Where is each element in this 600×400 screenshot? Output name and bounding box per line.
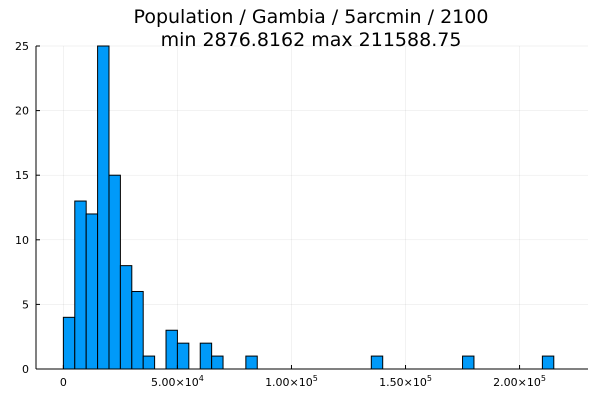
chart-title-line-1: Population / Gambia / 5arcmin / 2100 [134,6,489,28]
y-tick-label: 0 [22,363,29,376]
y-tick-label: 25 [15,40,29,53]
histogram-bar [62,316,76,370]
y-tick-label: 15 [15,169,29,182]
histogram-bar [176,342,190,370]
y-axis-ticks: 0 5 10 15 20 25 [15,40,40,376]
chart-title-line-2: min 2876.8162 max 211588.75 [161,29,462,51]
axes [35,46,588,370]
histogram-bar [245,355,258,370]
x-tick-label: 0 [60,376,67,389]
histogram-bar [108,174,121,370]
histogram-bar [142,355,156,370]
x-tick-label: 2.00×105 [493,374,546,389]
histogram-bar [541,355,555,370]
y-tick-label: 5 [22,298,29,311]
histogram-bar [74,200,87,370]
histogram-bar [119,265,133,370]
y-tick-label: 20 [15,105,29,118]
histogram-bar [85,213,99,370]
histogram-bar [199,342,213,370]
histogram-bar [97,45,110,370]
histogram-bar [131,290,144,370]
x-tick-label: 5.00×104 [151,374,204,389]
x-tick-label: 1.50×105 [379,374,432,389]
x-tick-label: 1.00×105 [265,374,318,389]
histogram-bars [62,45,555,370]
y-tick-label: 10 [15,234,29,247]
histogram-bar [165,329,178,370]
x-axis-ticks: 0 5.00×104 1.00×105 1.50×105 2.00×105 [60,365,546,389]
histogram-bar [211,355,224,370]
histogram-bar [462,355,475,370]
histogram-bar [370,355,384,370]
